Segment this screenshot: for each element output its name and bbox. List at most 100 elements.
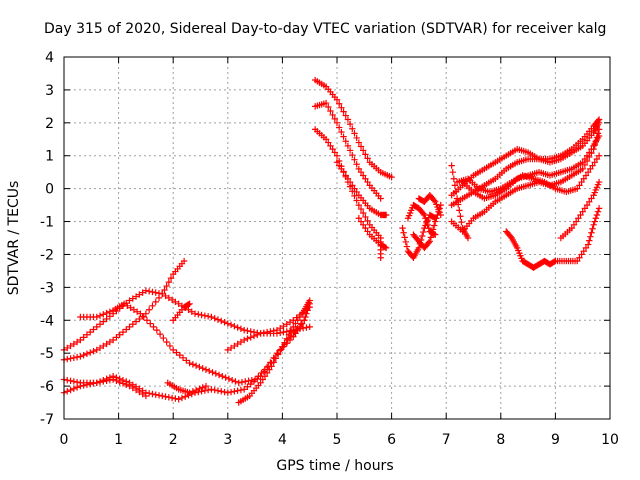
data-point bbox=[362, 224, 369, 232]
data-point bbox=[257, 379, 264, 386]
data-point bbox=[432, 218, 439, 225]
data-point bbox=[227, 388, 235, 396]
data-point bbox=[338, 165, 345, 173]
data-point bbox=[137, 310, 144, 317]
data-point bbox=[364, 155, 371, 162]
x-tick-label: 6 bbox=[387, 432, 396, 448]
data-point bbox=[364, 178, 371, 186]
data-point bbox=[96, 312, 104, 319]
data-point bbox=[188, 308, 195, 315]
x-tick-label: 7 bbox=[442, 432, 451, 448]
data-point bbox=[175, 300, 182, 308]
data-point bbox=[178, 394, 186, 402]
data-point bbox=[163, 282, 170, 290]
data-point bbox=[113, 377, 120, 385]
data-point bbox=[286, 319, 294, 326]
data-point bbox=[186, 300, 193, 308]
data-point bbox=[224, 346, 231, 354]
data-point bbox=[344, 116, 352, 123]
data-point bbox=[280, 328, 287, 336]
data-point bbox=[234, 387, 241, 394]
data-point bbox=[344, 175, 352, 182]
data-point bbox=[227, 321, 235, 329]
data-point bbox=[161, 286, 168, 294]
data-point bbox=[228, 376, 236, 384]
data-point bbox=[576, 254, 583, 261]
data-point bbox=[168, 296, 176, 304]
data-point bbox=[296, 311, 304, 319]
data-point bbox=[70, 385, 78, 392]
data-point bbox=[199, 365, 206, 372]
data-point bbox=[399, 224, 406, 232]
data-point bbox=[126, 382, 133, 390]
data-point bbox=[64, 388, 71, 395]
data-point bbox=[162, 292, 169, 300]
data-point bbox=[458, 219, 465, 226]
data-point bbox=[584, 168, 592, 176]
tick-marks bbox=[63, 56, 611, 420]
data-point bbox=[176, 351, 183, 359]
data-point bbox=[170, 346, 177, 354]
data-point bbox=[432, 231, 439, 238]
data-point bbox=[357, 168, 365, 176]
data-point bbox=[306, 303, 313, 311]
data-point bbox=[420, 228, 427, 236]
data-point bbox=[254, 331, 261, 338]
data-point bbox=[234, 324, 241, 331]
data-point bbox=[96, 321, 104, 328]
x-tick-label: 2 bbox=[169, 432, 178, 448]
data-point bbox=[568, 224, 575, 232]
data-point bbox=[283, 321, 290, 328]
data-point bbox=[592, 215, 600, 222]
data-point bbox=[587, 165, 594, 173]
data-point bbox=[166, 342, 174, 350]
data-point bbox=[287, 327, 295, 335]
data-point bbox=[67, 377, 74, 385]
data-point bbox=[165, 394, 173, 401]
data-point bbox=[285, 331, 293, 338]
data-point bbox=[64, 376, 71, 384]
data-point bbox=[302, 313, 309, 321]
data-point bbox=[224, 320, 231, 327]
data-point bbox=[338, 128, 345, 136]
data-point bbox=[83, 350, 91, 358]
data-point bbox=[586, 198, 593, 205]
data-point bbox=[159, 290, 166, 298]
data-point bbox=[208, 386, 215, 393]
data-point bbox=[237, 325, 245, 333]
y-tick-label: -4 bbox=[40, 313, 54, 329]
data-points bbox=[60, 76, 603, 406]
data-point bbox=[80, 334, 87, 341]
data-point bbox=[344, 142, 352, 150]
data-point bbox=[218, 317, 225, 325]
data-point bbox=[594, 208, 602, 215]
data-point bbox=[333, 96, 341, 103]
data-point bbox=[260, 329, 268, 336]
data-point bbox=[247, 380, 254, 388]
data-point bbox=[192, 386, 200, 394]
data-point bbox=[595, 132, 603, 140]
data-point bbox=[263, 369, 271, 377]
data-point bbox=[70, 378, 78, 385]
data-point bbox=[349, 125, 356, 132]
data-point bbox=[219, 373, 226, 380]
data-point bbox=[116, 331, 123, 338]
data-point bbox=[183, 357, 190, 364]
data-point bbox=[298, 320, 306, 327]
data-point bbox=[83, 381, 91, 388]
data-point bbox=[260, 368, 268, 375]
data-point bbox=[186, 359, 193, 367]
data-point bbox=[588, 145, 595, 153]
data-point bbox=[90, 348, 97, 355]
data-point bbox=[322, 136, 330, 143]
data-point bbox=[570, 221, 578, 229]
data-point bbox=[595, 152, 603, 159]
data-point bbox=[254, 375, 261, 383]
data-point bbox=[333, 152, 341, 159]
data-point bbox=[351, 156, 358, 163]
data-point bbox=[93, 379, 100, 386]
y-tick-label: 3 bbox=[45, 83, 54, 99]
data-point bbox=[578, 251, 585, 258]
data-point bbox=[93, 346, 100, 354]
data-point bbox=[437, 201, 444, 209]
